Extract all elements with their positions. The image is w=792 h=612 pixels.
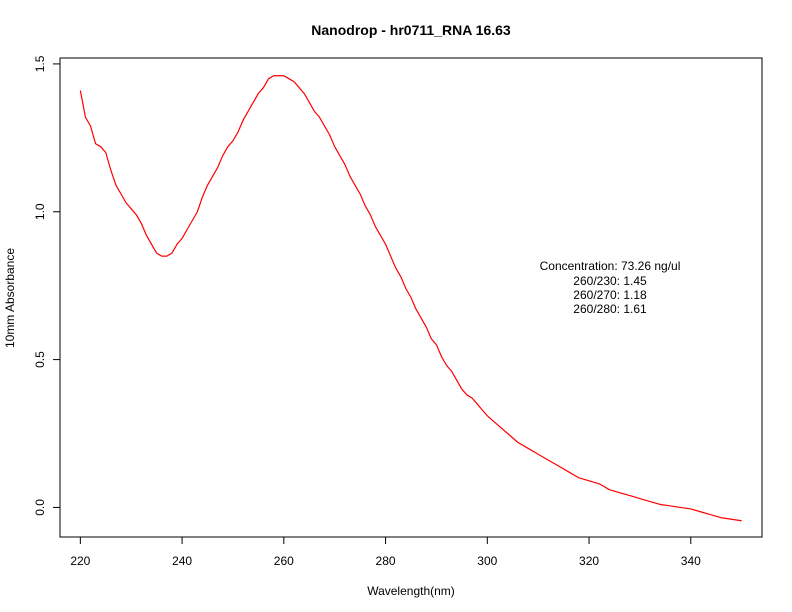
x-tick-label: 260 bbox=[274, 554, 294, 568]
concentration-annotation: Concentration: 73.26 ng/ul bbox=[540, 259, 681, 273]
y-tick-label: 1.0 bbox=[33, 203, 47, 220]
ratio-260-280-annotation: 260/280: 1.61 bbox=[573, 302, 647, 316]
ratio-260-270-annotation: 260/270: 1.18 bbox=[573, 288, 647, 302]
stats-annotation: Concentration: 73.26 ng/ul 260/230: 1.45… bbox=[540, 259, 681, 316]
x-axis: 220 240 260 280 300 320 340 bbox=[70, 536, 701, 568]
y-axis: 0.0 0.5 1.0 1.5 bbox=[33, 55, 61, 516]
x-tick-label: 320 bbox=[579, 554, 599, 568]
y-tick-label: 0.0 bbox=[33, 499, 47, 516]
chart-title: Nanodrop - hr0711_RNA 16.63 bbox=[311, 22, 511, 38]
absorbance-series-line bbox=[79, 75, 742, 522]
x-tick-label: 340 bbox=[681, 554, 701, 568]
y-tick-label: 0.5 bbox=[33, 351, 47, 368]
x-tick-label: 240 bbox=[172, 554, 192, 568]
x-tick-label: 280 bbox=[376, 554, 396, 568]
series-layer bbox=[79, 75, 742, 522]
ratio-260-230-annotation: 260/230: 1.45 bbox=[573, 274, 647, 288]
x-axis-label: Wavelength(nm) bbox=[367, 584, 455, 598]
y-tick-label: 1.5 bbox=[33, 55, 47, 72]
y-axis-label: 10mm Absorbance bbox=[3, 248, 17, 348]
x-tick-label: 220 bbox=[70, 554, 90, 568]
x-tick-label: 300 bbox=[477, 554, 497, 568]
